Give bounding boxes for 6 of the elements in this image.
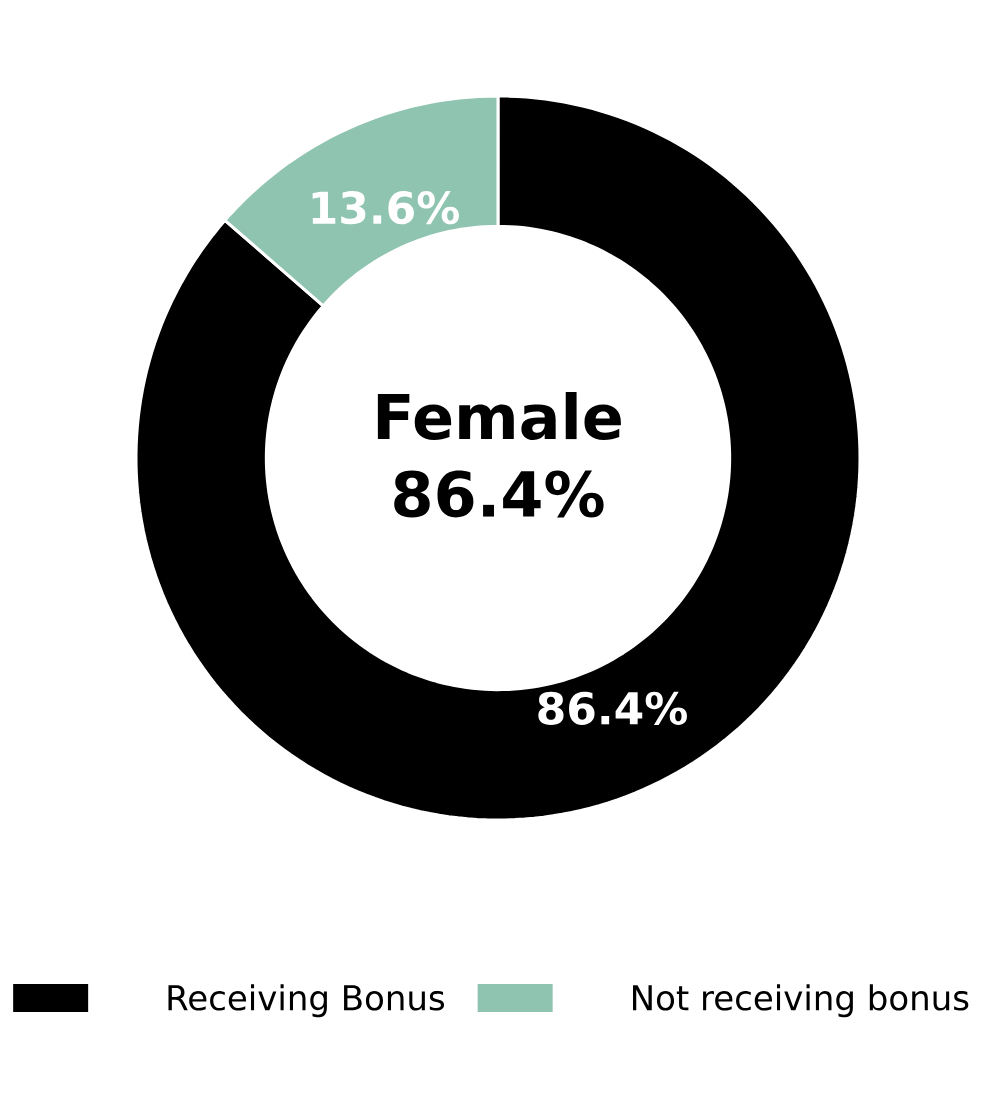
data-label: 13.6%	[312, 191, 459, 225]
text: Female	[377, 392, 621, 440]
data-label: 86.4%	[538, 691, 687, 725]
legend-label: Not receiving bonus	[633, 984, 969, 1018]
text: 86.4%	[394, 470, 604, 518]
legend-label: Receiving Bonus	[168, 984, 445, 1018]
